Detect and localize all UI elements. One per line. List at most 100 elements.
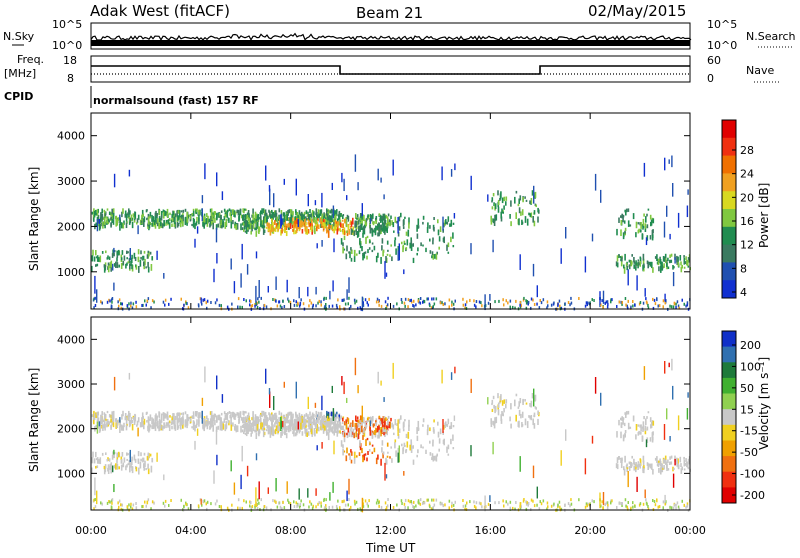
- power-cell: [360, 241, 362, 245]
- power-cell: [322, 217, 325, 220]
- power-cell: [156, 219, 158, 225]
- power-cell: [658, 258, 660, 261]
- velocity-cell: [143, 418, 146, 425]
- velocity-cell: [156, 421, 158, 427]
- velocity-cell: [646, 462, 649, 466]
- velocity-cell: [311, 425, 313, 428]
- power-cell: [684, 261, 687, 265]
- velocity-cell: [384, 420, 386, 428]
- power-cell: [626, 265, 628, 271]
- power-cell: [360, 217, 362, 221]
- power-cell: [624, 230, 626, 234]
- power-cell: [362, 255, 364, 261]
- velocity-cell: [343, 438, 346, 443]
- velocity-cell: [627, 410, 630, 415]
- power-cell: [625, 208, 628, 213]
- velocity-cell: [147, 463, 149, 470]
- power-cell: [377, 300, 380, 304]
- velocity-cell: [484, 495, 486, 512]
- velocity-cell: [392, 424, 395, 430]
- velocity-cell: [441, 369, 443, 384]
- power-cell: [326, 210, 328, 215]
- velocity-cell: [134, 414, 137, 422]
- power-cell: [96, 216, 99, 222]
- velocity-cell: [119, 417, 121, 423]
- power-cell: [687, 265, 690, 268]
- power-cell: [246, 215, 249, 219]
- power-cell: [135, 305, 138, 309]
- velocity-cell: [377, 454, 379, 460]
- velocity-cell: [108, 414, 111, 418]
- power-cell: [313, 217, 315, 223]
- power-cell: [278, 220, 281, 226]
- power-cell: [191, 213, 193, 216]
- power-cell: [113, 252, 115, 257]
- power-cell: [318, 224, 320, 230]
- power-cell: [301, 220, 303, 228]
- velocity-cell: [293, 500, 295, 504]
- velocity-cell: [523, 498, 525, 501]
- velocity-cell: [643, 465, 645, 469]
- power-cell: [383, 194, 385, 200]
- velocity-cell: [377, 501, 380, 505]
- velocity-cell: [330, 427, 332, 432]
- velocity-cell: [509, 416, 511, 422]
- power-cell: [120, 306, 122, 310]
- velocity-cell: [202, 499, 204, 503]
- velocity-cell: [148, 423, 151, 431]
- power-cell: [640, 229, 642, 233]
- velocity-cell: [141, 412, 144, 418]
- power-cell: [147, 213, 150, 219]
- power-cell: [149, 222, 152, 226]
- velocity-cell: [525, 507, 528, 511]
- beam-title: Beam 21: [356, 4, 423, 22]
- power-cell: [473, 303, 476, 307]
- velocity-cell: [624, 455, 626, 463]
- power-cell: [386, 303, 389, 307]
- power-cell: [426, 297, 428, 301]
- velocity-cell: [408, 424, 410, 431]
- power-cell: [295, 230, 297, 235]
- power-cell: [353, 230, 355, 236]
- power-cell: [256, 306, 259, 309]
- velocity-cell: [386, 418, 388, 421]
- velocity-cell: [643, 467, 645, 470]
- velocity-cell: [234, 425, 236, 431]
- power-cell: [633, 260, 636, 264]
- power-cell: [357, 218, 360, 225]
- power-cell: [258, 280, 260, 298]
- power-cell: [625, 303, 627, 307]
- power-cell: [120, 222, 123, 229]
- velocity-cell: [346, 447, 348, 454]
- power-cell: [310, 301, 313, 305]
- velocity-cell: [346, 417, 349, 422]
- power-cell: [321, 221, 323, 227]
- power-cell: [168, 222, 171, 229]
- velocity-cell: [634, 504, 636, 508]
- power-cell: [359, 213, 362, 219]
- power-cell: [321, 192, 323, 208]
- power-cell: [644, 226, 647, 232]
- power-cell: [194, 222, 196, 230]
- velocity-cell: [350, 459, 353, 464]
- power-cell: [115, 215, 118, 221]
- power-cell: [627, 220, 630, 227]
- velocity-cell: [105, 452, 107, 455]
- power-cell: [610, 300, 612, 304]
- y-tick-label: 3000: [57, 378, 85, 391]
- velocity-cell: [525, 402, 528, 405]
- power-cell: [350, 304, 352, 308]
- power-cell: [668, 259, 671, 264]
- power-cell: [396, 302, 398, 306]
- power-cell: [518, 207, 521, 214]
- velocity-cell: [664, 455, 667, 461]
- velocity-cell: [295, 501, 297, 505]
- velocity-cell: [447, 444, 450, 450]
- power-cell: [137, 214, 140, 220]
- power-cell: [120, 302, 122, 306]
- velocity-cell: [518, 409, 521, 416]
- power-cell: [538, 306, 541, 310]
- noise-trace: [90, 32, 692, 46]
- power-cell: [111, 213, 114, 220]
- power-cell: [109, 262, 112, 269]
